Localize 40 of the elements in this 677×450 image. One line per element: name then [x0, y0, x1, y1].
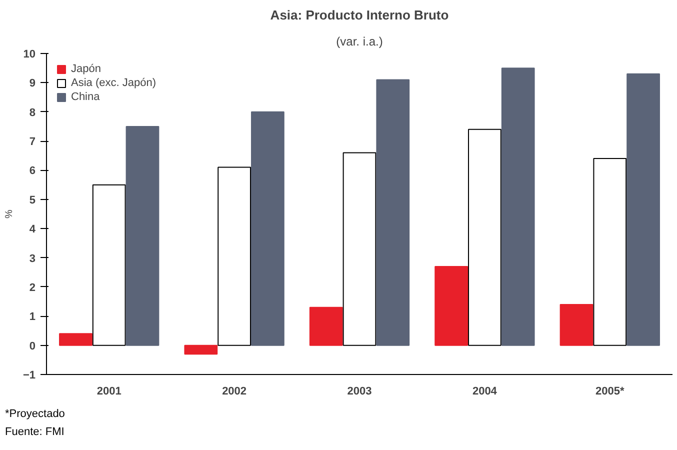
legend-label: Asia (exc. Japón)	[71, 77, 156, 89]
chart-subtitle: (var. i.a.)	[336, 34, 383, 48]
y-tick-label: 8	[29, 106, 36, 119]
bar	[501, 68, 535, 346]
legend-label: Japón	[71, 63, 101, 75]
x-tick-label: 2002	[222, 386, 247, 398]
y-tick-label: 6	[29, 165, 36, 178]
bar	[309, 306, 343, 346]
x-tick-label: 2005*	[596, 386, 625, 398]
bar	[376, 79, 410, 346]
x-tick-label: 2004	[472, 386, 498, 398]
bar	[560, 304, 594, 346]
y-tick-label: −1	[22, 370, 36, 382]
bar	[468, 128, 502, 346]
source-note: Fuente: FMI	[5, 424, 65, 440]
x-tick-label: 2001	[96, 386, 122, 398]
y-tick-label: 0	[29, 340, 36, 352]
legend-label: China	[71, 91, 100, 103]
y-tick-label: 9	[29, 78, 36, 90]
chart-title: Asia: Producto Interno Bruto	[270, 8, 449, 22]
y-tick-label: 2	[29, 282, 36, 294]
bar	[434, 266, 468, 346]
y-tick-label: 3	[29, 252, 36, 265]
y-tick-label: 4	[29, 224, 36, 236]
y-tick-label: 10	[23, 48, 36, 60]
bar	[342, 152, 376, 346]
bar	[593, 158, 627, 346]
bar	[250, 111, 284, 346]
bar	[59, 333, 92, 346]
y-axis-title: %	[4, 209, 15, 218]
x-tick-label: 2003	[347, 386, 372, 398]
bar	[184, 344, 218, 355]
y-tick-label: 1	[29, 311, 36, 324]
bar	[626, 73, 660, 346]
text: *Proyectado	[5, 407, 65, 422]
y-tick-label: 5	[29, 194, 36, 206]
bar	[92, 184, 126, 346]
bar	[126, 126, 160, 346]
bar	[218, 166, 251, 346]
y-tick-label: 7	[29, 136, 36, 148]
